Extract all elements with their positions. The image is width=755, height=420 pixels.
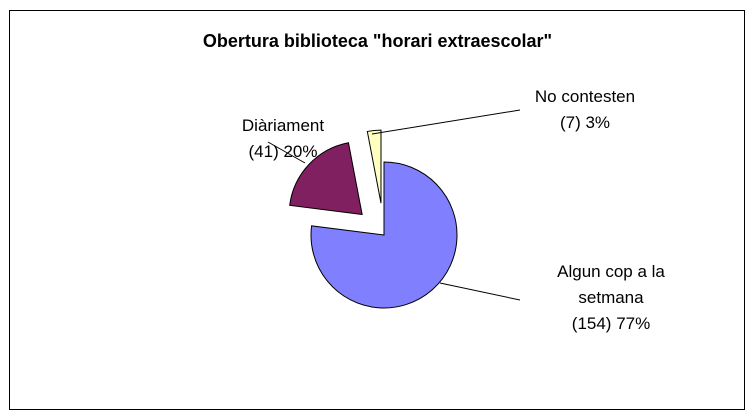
pie-slice (366, 129, 382, 204)
chart-title: Obertura biblioteca "horari extraescolar… (202, 31, 553, 51)
slice-label: Algun cop a la setmana (557, 262, 665, 307)
slice-label: Diàriament (241, 116, 325, 135)
chart-frame (9, 10, 745, 410)
pie-slice (289, 142, 363, 216)
slice-label: No contesten (534, 87, 636, 106)
leader-line (267, 141, 306, 164)
leader-line (439, 282, 521, 301)
slice-value-label: (41) 20% (248, 142, 318, 161)
slice-value-label: (7) 3% (559, 113, 611, 132)
leader-line (371, 109, 521, 135)
pie-slice (310, 161, 458, 309)
slice-value-label: (154) 77% (571, 314, 651, 333)
